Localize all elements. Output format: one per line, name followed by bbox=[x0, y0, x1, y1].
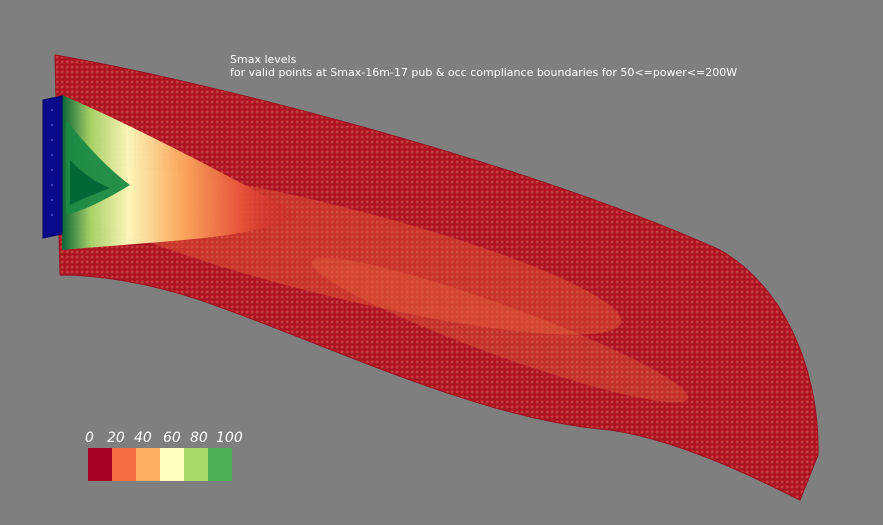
legend-swatch-4 bbox=[184, 448, 208, 481]
antenna-panel bbox=[42, 95, 63, 239]
legend-label-80: 80 bbox=[190, 430, 208, 446]
legend-colorbar bbox=[88, 448, 232, 481]
point-cloud-body bbox=[54, 54, 819, 501]
legend-swatch-3 bbox=[160, 448, 184, 481]
legend-label-20: 20 bbox=[107, 430, 125, 446]
legend-swatch-0 bbox=[88, 448, 112, 481]
legend-swatch-1 bbox=[112, 448, 136, 481]
legend-label-40: 40 bbox=[134, 430, 152, 446]
legend-swatch-2 bbox=[136, 448, 160, 481]
legend-labels: 0 20 40 60 80 100 bbox=[82, 430, 252, 448]
plot-title: Smax levels bbox=[230, 53, 297, 66]
legend-label-60: 60 bbox=[163, 430, 181, 446]
legend-label-0: 0 bbox=[85, 430, 94, 446]
plot-subtitle: for valid points at Smax-16m-17 pub & oc… bbox=[230, 66, 738, 79]
legend-swatch-5 bbox=[208, 448, 232, 481]
antenna-elements bbox=[50, 108, 54, 217]
legend-label-100: 100 bbox=[216, 430, 243, 446]
plot-title-block: Smax levels for valid points at Smax-16m… bbox=[230, 53, 737, 79]
high-level-core bbox=[62, 95, 300, 250]
